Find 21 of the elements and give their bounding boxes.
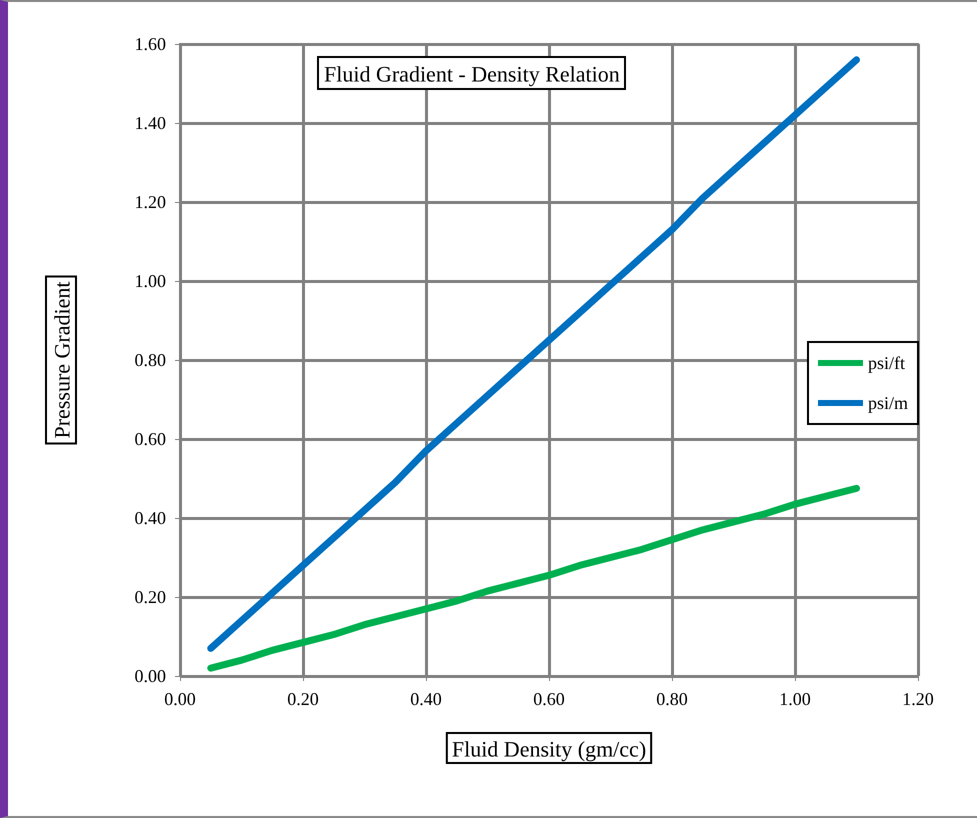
y-tick-label: 1.40 [134,113,166,133]
x-tick-label: 0.00 [164,689,196,709]
legend-label: psi/ft [868,353,906,373]
y-tick-label: 1.60 [134,34,166,54]
y-tick-label: 0.60 [134,429,166,449]
y-axis-title: Pressure Gradient [50,281,74,439]
y-tick-label: 1.20 [134,192,166,212]
x-axis-title: Fluid Density (gm/cc) [452,736,646,762]
y-tick-label: 1.00 [134,271,166,291]
y-tick-label: 0.00 [134,666,166,686]
legend-label: psi/m [868,393,908,413]
y-tick-label: 0.80 [134,350,166,370]
x-tick-label: 0.20 [287,689,319,709]
x-tick-label: 0.40 [410,689,442,709]
y-tick-label: 0.40 [134,508,166,528]
x-tick-label: 0.80 [656,689,688,709]
y-tick-label: 0.20 [134,587,166,607]
text: Fluid Gradient - Density Relation [324,62,620,86]
x-tick-label: 1.00 [779,689,811,709]
x-tick-label: 1.20 [902,689,934,709]
x-tick-label: 0.60 [533,689,565,709]
